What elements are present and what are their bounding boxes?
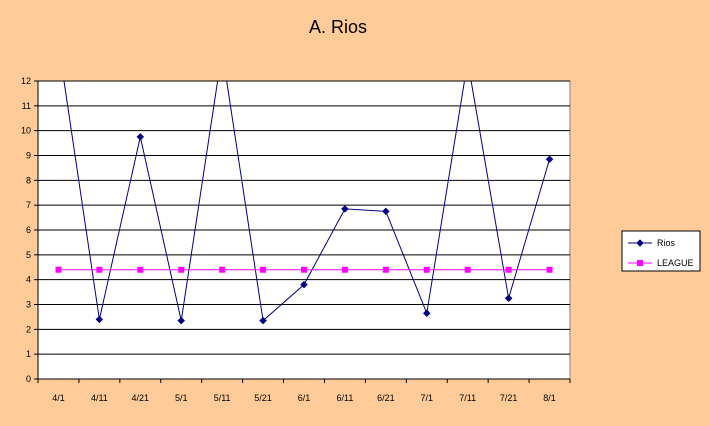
x-tick-label: 5/11	[214, 393, 231, 403]
data-point	[219, 48, 226, 55]
data-point	[422, 309, 431, 318]
data-point	[301, 266, 307, 273]
legend-label: Rios	[657, 238, 676, 248]
data-point	[341, 205, 349, 213]
x-tick-label: 5/1	[175, 393, 188, 403]
x-tick-label: 6/11	[336, 393, 353, 403]
series-rios	[55, 40, 554, 325]
y-tick-label: 12	[21, 76, 31, 86]
x-tick-label: 4/1	[52, 393, 65, 403]
data-point	[546, 266, 553, 273]
data-point	[545, 155, 554, 164]
legend-label: LEAGUE	[657, 258, 694, 268]
chart-title: A. Rios	[309, 17, 367, 37]
y-tick-label: 3	[26, 300, 31, 310]
data-point	[423, 266, 430, 273]
x-tick-label: 4/11	[91, 393, 108, 403]
legend: Rios LEAGUE	[621, 230, 701, 272]
data-point	[504, 294, 513, 303]
y-tick-label: 9	[26, 151, 31, 161]
data-point	[96, 266, 103, 273]
y-tick-label: 8	[26, 175, 31, 185]
series-layer	[55, 40, 554, 325]
data-point	[382, 266, 389, 273]
data-point	[95, 315, 104, 324]
x-tick-label: 7/1	[421, 393, 434, 403]
data-point	[219, 266, 226, 273]
gridlines	[38, 80, 570, 355]
data-point	[259, 316, 267, 325]
series-league	[55, 266, 553, 273]
data-point	[464, 266, 471, 273]
data-point	[55, 266, 62, 273]
data-point	[341, 266, 348, 273]
data-point	[55, 40, 62, 47]
data-point	[381, 207, 390, 216]
data-point	[177, 316, 186, 325]
data-point	[260, 266, 267, 273]
y-tick-label: 7	[26, 200, 31, 210]
y-tick-label: 5	[26, 250, 31, 260]
data-point	[136, 133, 145, 141]
x-tick-label: 8/1	[543, 393, 556, 403]
x-tick-label: 7/21	[500, 393, 518, 403]
data-point	[137, 266, 144, 273]
x-tick-label: 6/21	[377, 393, 395, 403]
y-tick-label: 11	[22, 101, 31, 111]
data-point	[300, 280, 308, 289]
x-tick-label: 4/21	[132, 393, 150, 403]
y-tick-label: 2	[26, 324, 31, 334]
data-point	[178, 266, 185, 273]
y-tick-label: 6	[26, 225, 31, 235]
y-tick-label: 1	[26, 349, 31, 359]
legend-marker	[636, 239, 644, 247]
legend-box	[621, 230, 701, 272]
data-point	[505, 266, 512, 273]
y-tick-label: 4	[26, 275, 31, 285]
x-tick-label: 5/21	[254, 393, 272, 403]
legend-marker	[637, 260, 643, 266]
x-tick-label: 6/1	[298, 393, 311, 403]
y-tick-label: 0	[26, 374, 31, 384]
y-tick-label: 10	[21, 126, 31, 136]
x-tick-label: 7/11	[459, 393, 476, 403]
data-point	[464, 58, 471, 65]
